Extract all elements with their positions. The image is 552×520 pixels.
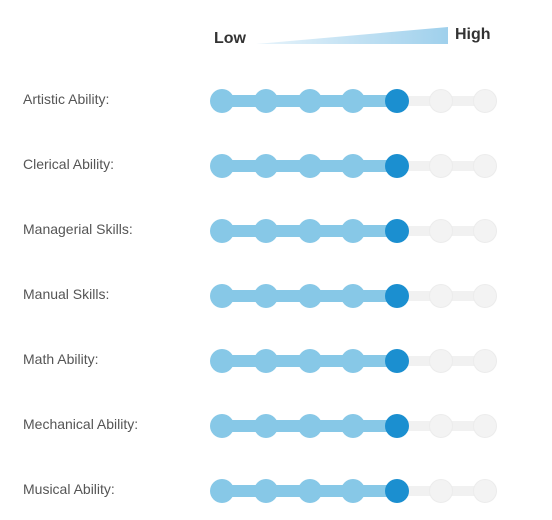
ability-row: Managerial Skills: <box>0 211 552 251</box>
scale-low-label: Low <box>214 30 246 47</box>
rating-dot-filled <box>297 414 322 438</box>
rating-dot-filled <box>297 154 322 178</box>
rating-dot-current <box>385 89 410 113</box>
rating-dot-current <box>385 284 410 308</box>
rating-slider <box>210 406 500 446</box>
ability-row: Musical Ability: <box>0 471 552 511</box>
rating-dot-filled <box>297 219 322 243</box>
rating-dot-filled <box>210 219 234 243</box>
rating-dot-filled <box>253 219 278 243</box>
rating-dot-empty <box>429 349 453 373</box>
rating-dot-filled <box>210 154 234 178</box>
rating-dot-filled <box>341 219 366 243</box>
rating-dot-empty <box>472 414 497 438</box>
rating-dot-filled <box>210 284 234 308</box>
rating-dot-filled <box>210 349 234 373</box>
rating-slider <box>210 211 500 251</box>
rating-dot-empty <box>429 284 453 308</box>
ability-label: Clerical Ability: <box>23 156 115 172</box>
rating-dot-empty <box>429 219 453 243</box>
rating-dot-empty <box>429 89 453 113</box>
rating-dot-empty <box>429 414 453 438</box>
ability-label: Manual Skills: <box>23 286 110 302</box>
rating-dot-filled <box>341 154 366 178</box>
rating-dot-current <box>385 349 410 373</box>
rating-slider <box>210 146 500 186</box>
scale-high-label: High <box>455 26 491 43</box>
rating-slider <box>210 81 500 121</box>
rating-dot-current <box>385 414 410 438</box>
rating-dot-current <box>385 219 410 243</box>
rating-slider <box>210 341 500 381</box>
rating-dot-filled <box>253 349 278 373</box>
rating-slider <box>210 276 500 316</box>
rating-dot-empty <box>429 479 453 503</box>
rating-dot-filled <box>297 479 322 503</box>
rating-dot-filled <box>341 414 366 438</box>
rating-dot-empty <box>472 349 497 373</box>
ability-row: Math Ability: <box>0 341 552 381</box>
ability-row: Clerical Ability: <box>0 146 552 186</box>
ability-label: Musical Ability: <box>23 481 115 497</box>
rating-dot-filled <box>210 479 234 503</box>
rating-dot-empty <box>472 284 497 308</box>
ability-label: Mechanical Ability: <box>23 416 139 432</box>
rating-dot-filled <box>297 89 322 113</box>
rating-dot-empty <box>472 219 497 243</box>
rating-dot-filled <box>253 89 278 113</box>
rating-dot-current <box>385 154 410 178</box>
rating-dot-filled <box>341 284 366 308</box>
rating-dot-filled <box>297 284 322 308</box>
rating-dot-filled <box>210 414 234 438</box>
scale-legend: Low High <box>212 22 502 52</box>
ability-label: Math Ability: <box>23 351 99 367</box>
ability-row: Manual Skills: <box>0 276 552 316</box>
rating-dot-empty <box>472 154 497 178</box>
scale-gradient-wedge <box>256 27 448 44</box>
rating-dot-filled <box>253 154 278 178</box>
rating-dot-empty <box>472 479 497 503</box>
rating-dot-filled <box>297 349 322 373</box>
rating-dot-empty <box>429 154 453 178</box>
rating-dot-filled <box>341 349 366 373</box>
rating-dot-filled <box>253 284 278 308</box>
rating-slider <box>210 471 500 511</box>
rating-dot-empty <box>472 89 497 113</box>
rating-dot-filled <box>341 89 366 113</box>
ability-label: Managerial Skills: <box>23 221 133 237</box>
rating-dot-filled <box>253 414 278 438</box>
rating-dot-filled <box>253 479 278 503</box>
ability-row: Mechanical Ability: <box>0 406 552 446</box>
rating-dot-filled <box>341 479 366 503</box>
rating-dot-filled <box>210 89 234 113</box>
ability-row: Artistic Ability: <box>0 81 552 121</box>
ability-label: Artistic Ability: <box>23 91 110 107</box>
rating-dot-current <box>385 479 410 503</box>
